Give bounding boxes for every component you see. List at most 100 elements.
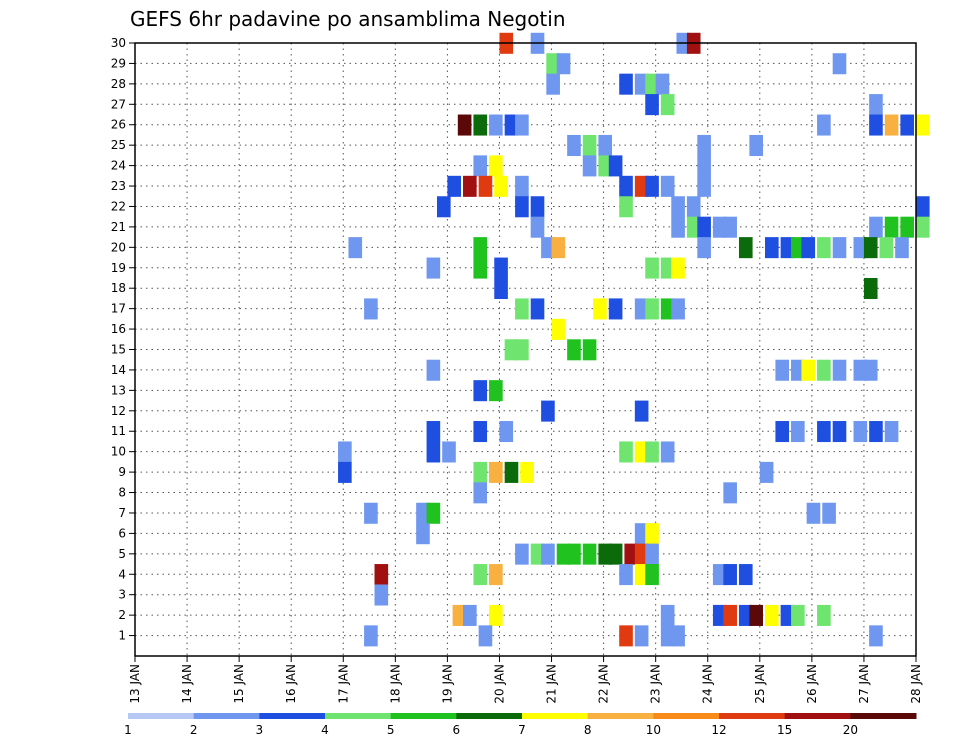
heatmap-cell (452, 604, 467, 626)
heatmap-cell (671, 257, 685, 279)
x-tick-label: 20 JAN (492, 664, 506, 704)
heatmap-cell (895, 237, 909, 259)
colorbar-label: 8 (584, 723, 592, 737)
heatmap-cell (338, 461, 352, 483)
colorbar-swatch (456, 713, 523, 719)
x-tick-label: 22 JAN (597, 664, 611, 704)
y-tick-label: 26 (111, 118, 126, 132)
heatmap-cell (436, 196, 451, 218)
colorbar-label: 4 (321, 723, 329, 737)
heatmap-cell (884, 421, 899, 443)
heatmap-cell (671, 625, 685, 647)
y-tick-label: 25 (111, 138, 126, 152)
heatmap-cell (515, 298, 529, 320)
y-tick-label: 11 (111, 424, 126, 438)
heatmap-cell (634, 625, 649, 647)
heatmap-cell (546, 53, 560, 75)
colorbar-label: 12 (711, 723, 726, 737)
heatmap-cell (598, 543, 613, 565)
heatmap-cell (765, 604, 779, 626)
y-tick-label: 21 (111, 220, 126, 234)
heatmap-cell (447, 175, 462, 197)
heatmap-cell (546, 73, 560, 95)
heatmap-cell (426, 257, 441, 279)
heatmap-cell (775, 359, 790, 381)
y-tick-label: 3 (118, 588, 126, 602)
heatmap-cell (582, 339, 597, 361)
colorbar-label: 7 (518, 723, 526, 737)
heatmap-cell (759, 461, 774, 483)
heatmap-cell (374, 584, 389, 606)
heatmap-cell (791, 421, 805, 443)
heatmap-cell (593, 298, 607, 320)
heatmap-cell (697, 237, 711, 259)
heatmap-cell (541, 400, 555, 422)
heatmap-cell (645, 175, 659, 197)
x-tick-label: 13 JAN (128, 664, 142, 704)
heatmap-cell (567, 543, 581, 565)
colorbar: 1 2 3 4 5 6 7 8 10 12 15 20 (124, 713, 917, 737)
y-tick-label: 14 (111, 363, 126, 377)
heatmap-cell (515, 114, 529, 136)
heatmap-cell (697, 134, 711, 156)
heatmap-cell (473, 421, 488, 443)
colorbar-label: 5 (387, 723, 395, 737)
y-tick-label: 8 (118, 486, 126, 500)
y-tick-label: 9 (118, 465, 126, 479)
colorbar-swatch (193, 713, 260, 719)
y-tick-label: 29 (111, 56, 126, 70)
y-tick-label: 20 (111, 240, 126, 254)
x-tick-label: 16 JAN (284, 664, 298, 704)
heatmap-cell (671, 298, 685, 320)
heatmap-cell (801, 237, 816, 259)
heatmap-cell (879, 237, 894, 259)
data-cells (338, 32, 930, 647)
heatmap-cell (863, 237, 878, 259)
heatmap-cell (504, 114, 519, 136)
heatmap-cell (645, 564, 659, 586)
heatmap-cell (817, 604, 831, 626)
y-tick-label: 22 (111, 199, 126, 213)
heatmap-cell (442, 441, 456, 463)
y-tick-label: 18 (111, 281, 126, 295)
heatmap-cell (660, 175, 675, 197)
x-tick-label: 28 JAN (909, 664, 923, 704)
heatmap-cell (374, 564, 389, 586)
heatmap-cell (556, 53, 571, 75)
heatmap-cell (598, 134, 613, 156)
heatmap-cell (473, 257, 488, 279)
y-axis-ticks: 1234567891011121314151617181920212223242… (111, 36, 135, 643)
y-tick-label: 5 (118, 547, 126, 561)
heatmap-cell (473, 461, 488, 483)
colorbar-swatch (522, 713, 589, 719)
heatmap-cell (520, 461, 534, 483)
heatmap-cell (426, 502, 441, 524)
heatmap-cell (660, 604, 675, 626)
x-tick-label: 21 JAN (545, 664, 559, 704)
colorbar-swatch (719, 713, 786, 719)
heatmap-cell (738, 564, 753, 586)
heatmap-cell (916, 196, 930, 218)
heatmap-cell (582, 543, 597, 565)
heatmap-cell (494, 175, 508, 197)
heatmap-cell (832, 421, 847, 443)
colorbar-swatch (850, 713, 917, 719)
y-tick-label: 2 (118, 608, 126, 622)
y-tick-label: 24 (111, 159, 126, 173)
heatmap-cell (634, 543, 649, 565)
heatmap-cell (817, 359, 831, 381)
heatmap-cell (817, 237, 831, 259)
y-tick-label: 17 (111, 302, 126, 316)
heatmap-cell (723, 216, 737, 238)
heatmap-cell (489, 461, 503, 483)
heatmap-cell (541, 543, 555, 565)
heatmap-cell (869, 114, 883, 136)
heatmap-cell (338, 441, 352, 463)
y-tick-label: 16 (111, 322, 126, 336)
heatmap-cell (463, 604, 477, 626)
heatmap-cell (723, 482, 737, 504)
heatmap-cell (822, 502, 836, 524)
heatmap-cell (806, 502, 821, 524)
x-tick-label: 26 JAN (805, 664, 819, 704)
heatmap-cell (634, 441, 649, 463)
